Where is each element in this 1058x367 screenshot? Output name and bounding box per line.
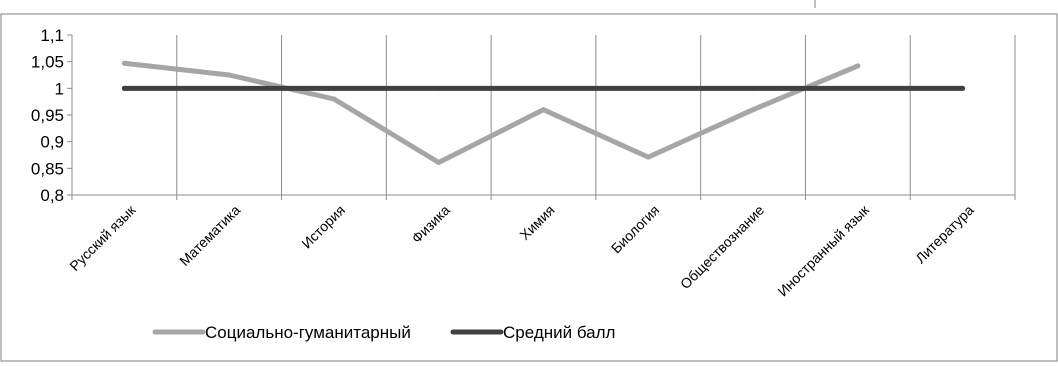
y-tick-label: 0,9 xyxy=(40,133,64,152)
data-point xyxy=(960,85,966,91)
legend-label: Социально-гуманитарный xyxy=(205,323,411,342)
series-line-1 xyxy=(121,60,861,165)
y-tick-label: 0,95 xyxy=(31,106,64,125)
data-point xyxy=(226,85,232,91)
data-point xyxy=(855,63,861,69)
data-point xyxy=(331,96,337,102)
y-tick-label: 1 xyxy=(55,79,64,98)
data-point xyxy=(855,85,861,91)
y-tick-label: 1,1 xyxy=(40,26,64,45)
data-point xyxy=(226,72,232,78)
data-point xyxy=(541,85,546,91)
y-tick-label: 1,05 xyxy=(31,53,64,72)
data-point xyxy=(750,107,756,113)
data-point xyxy=(331,85,337,91)
data-point xyxy=(121,60,127,66)
data-point xyxy=(750,85,756,91)
data-point xyxy=(121,85,127,91)
data-point xyxy=(436,159,442,165)
data-point xyxy=(645,154,651,160)
data-point xyxy=(645,85,651,91)
y-tick-label: 0,85 xyxy=(31,159,64,178)
data-point xyxy=(436,85,442,91)
y-tick-label: 0,8 xyxy=(40,186,64,205)
legend-label: Средний балл xyxy=(503,323,615,342)
data-point xyxy=(541,107,546,113)
